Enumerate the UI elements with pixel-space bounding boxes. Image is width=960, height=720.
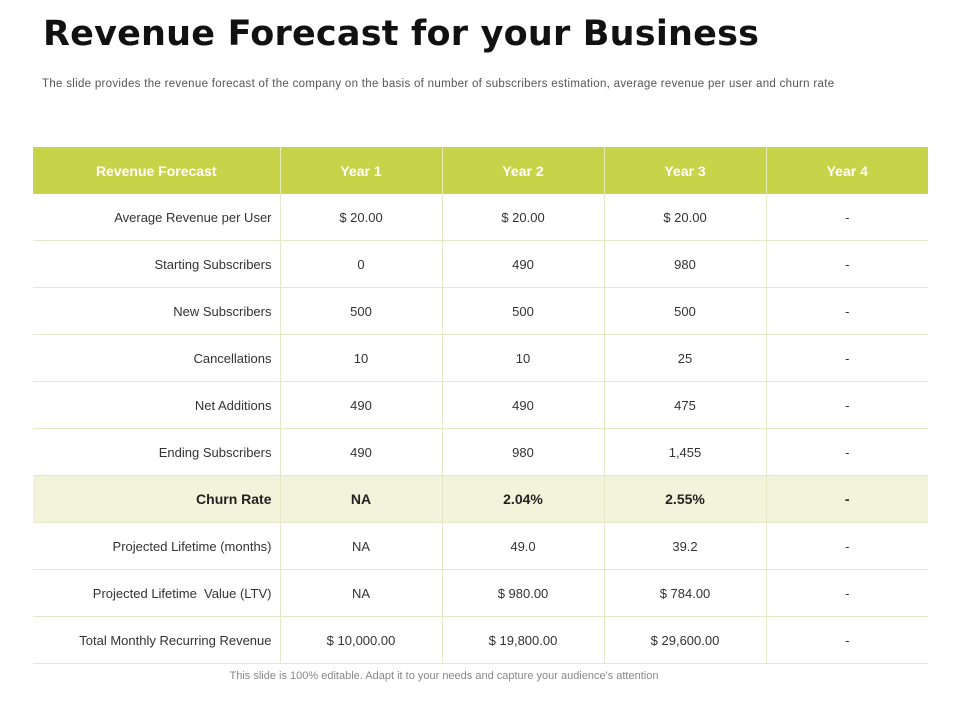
table-cell: 500 [280,287,443,335]
table-cell: 25 [604,334,767,382]
table-row: Projected Lifetime Value (LTV) NA $ 980.… [33,569,928,617]
row-label: New Subscribers [33,287,281,335]
table-row: New Subscribers 500 500 500 - [33,287,928,335]
header-year-1: Year 1 [280,147,443,194]
page-subtitle: The slide provides the revenue forecast … [42,78,835,90]
row-label: Ending Subscribers [33,428,281,476]
table-cell: 980 [604,240,767,288]
row-label: Cancellations [33,334,281,382]
table-cell: NA [280,522,443,570]
table-cell: 2.55% [604,475,767,523]
table-row: Starting Subscribers 0 490 980 - [33,240,928,288]
footer-note: This slide is 100% editable. Adapt it to… [229,670,659,682]
table-cell: - [766,569,928,617]
table-cell: 2.04% [442,475,605,523]
table-cell: 0 [280,240,443,288]
table-cell: - [766,616,928,664]
table-cell: NA [280,569,443,617]
table-row-churn-rate: Churn Rate NA 2.04% 2.55% - [33,475,928,523]
table-cell: - [766,240,928,288]
header-year-4: Year 4 [766,147,928,194]
table-cell: $ 20.00 [604,194,767,241]
table-cell: 490 [280,381,443,429]
table-cell: - [766,428,928,476]
table-cell: $ 19,800.00 [442,616,605,664]
row-label: Projected Lifetime (months) [33,522,281,570]
table-cell: 490 [442,381,605,429]
table-cell: 490 [442,240,605,288]
table-cell: 10 [280,334,443,382]
table-cell: 500 [604,287,767,335]
table-cell: $ 29,600.00 [604,616,767,664]
table-cell: NA [280,475,443,523]
table-cell: 49.0 [442,522,605,570]
header-revenue-forecast: Revenue Forecast [33,147,281,194]
row-label: Churn Rate [33,475,281,523]
table-cell: - [766,194,928,241]
revenue-forecast-table: Revenue Forecast Year 1 Year 2 Year 3 Ye… [33,147,928,664]
table-cell: 500 [442,287,605,335]
table-cell: $ 10,000.00 [280,616,443,664]
table-cell: - [766,287,928,335]
header-year-3: Year 3 [604,147,767,194]
table-row: Net Additions 490 490 475 - [33,381,928,429]
row-label: Total Monthly Recurring Revenue [33,616,281,664]
table-row: Cancellations 10 10 25 - [33,334,928,382]
table-cell: $ 20.00 [442,194,605,241]
header-year-2: Year 2 [442,147,605,194]
row-label: Average Revenue per User [33,194,281,241]
table-row: Total Monthly Recurring Revenue $ 10,000… [33,616,928,664]
table-row: Average Revenue per User $ 20.00 $ 20.00… [33,194,928,241]
table-cell: - [766,522,928,570]
table-cell: $ 20.00 [280,194,443,241]
table-row: Ending Subscribers 490 980 1,455 - [33,428,928,476]
table-cell: - [766,381,928,429]
row-label: Starting Subscribers [33,240,281,288]
table-cell: 475 [604,381,767,429]
table-cell: 39.2 [604,522,767,570]
table-header-row: Revenue Forecast Year 1 Year 2 Year 3 Ye… [33,147,928,194]
table-cell: $ 784.00 [604,569,767,617]
table-cell: - [766,334,928,382]
row-label: Projected Lifetime Value (LTV) [33,569,281,617]
table-cell: 10 [442,334,605,382]
table-cell: $ 980.00 [442,569,605,617]
table-cell: - [766,475,928,523]
table-cell: 980 [442,428,605,476]
row-label: Net Additions [33,381,281,429]
table-cell: 490 [280,428,443,476]
table-cell: 1,455 [604,428,767,476]
table-row: Projected Lifetime (months) NA 49.0 39.2… [33,522,928,570]
page-title: Revenue Forecast for your Business [43,14,760,54]
